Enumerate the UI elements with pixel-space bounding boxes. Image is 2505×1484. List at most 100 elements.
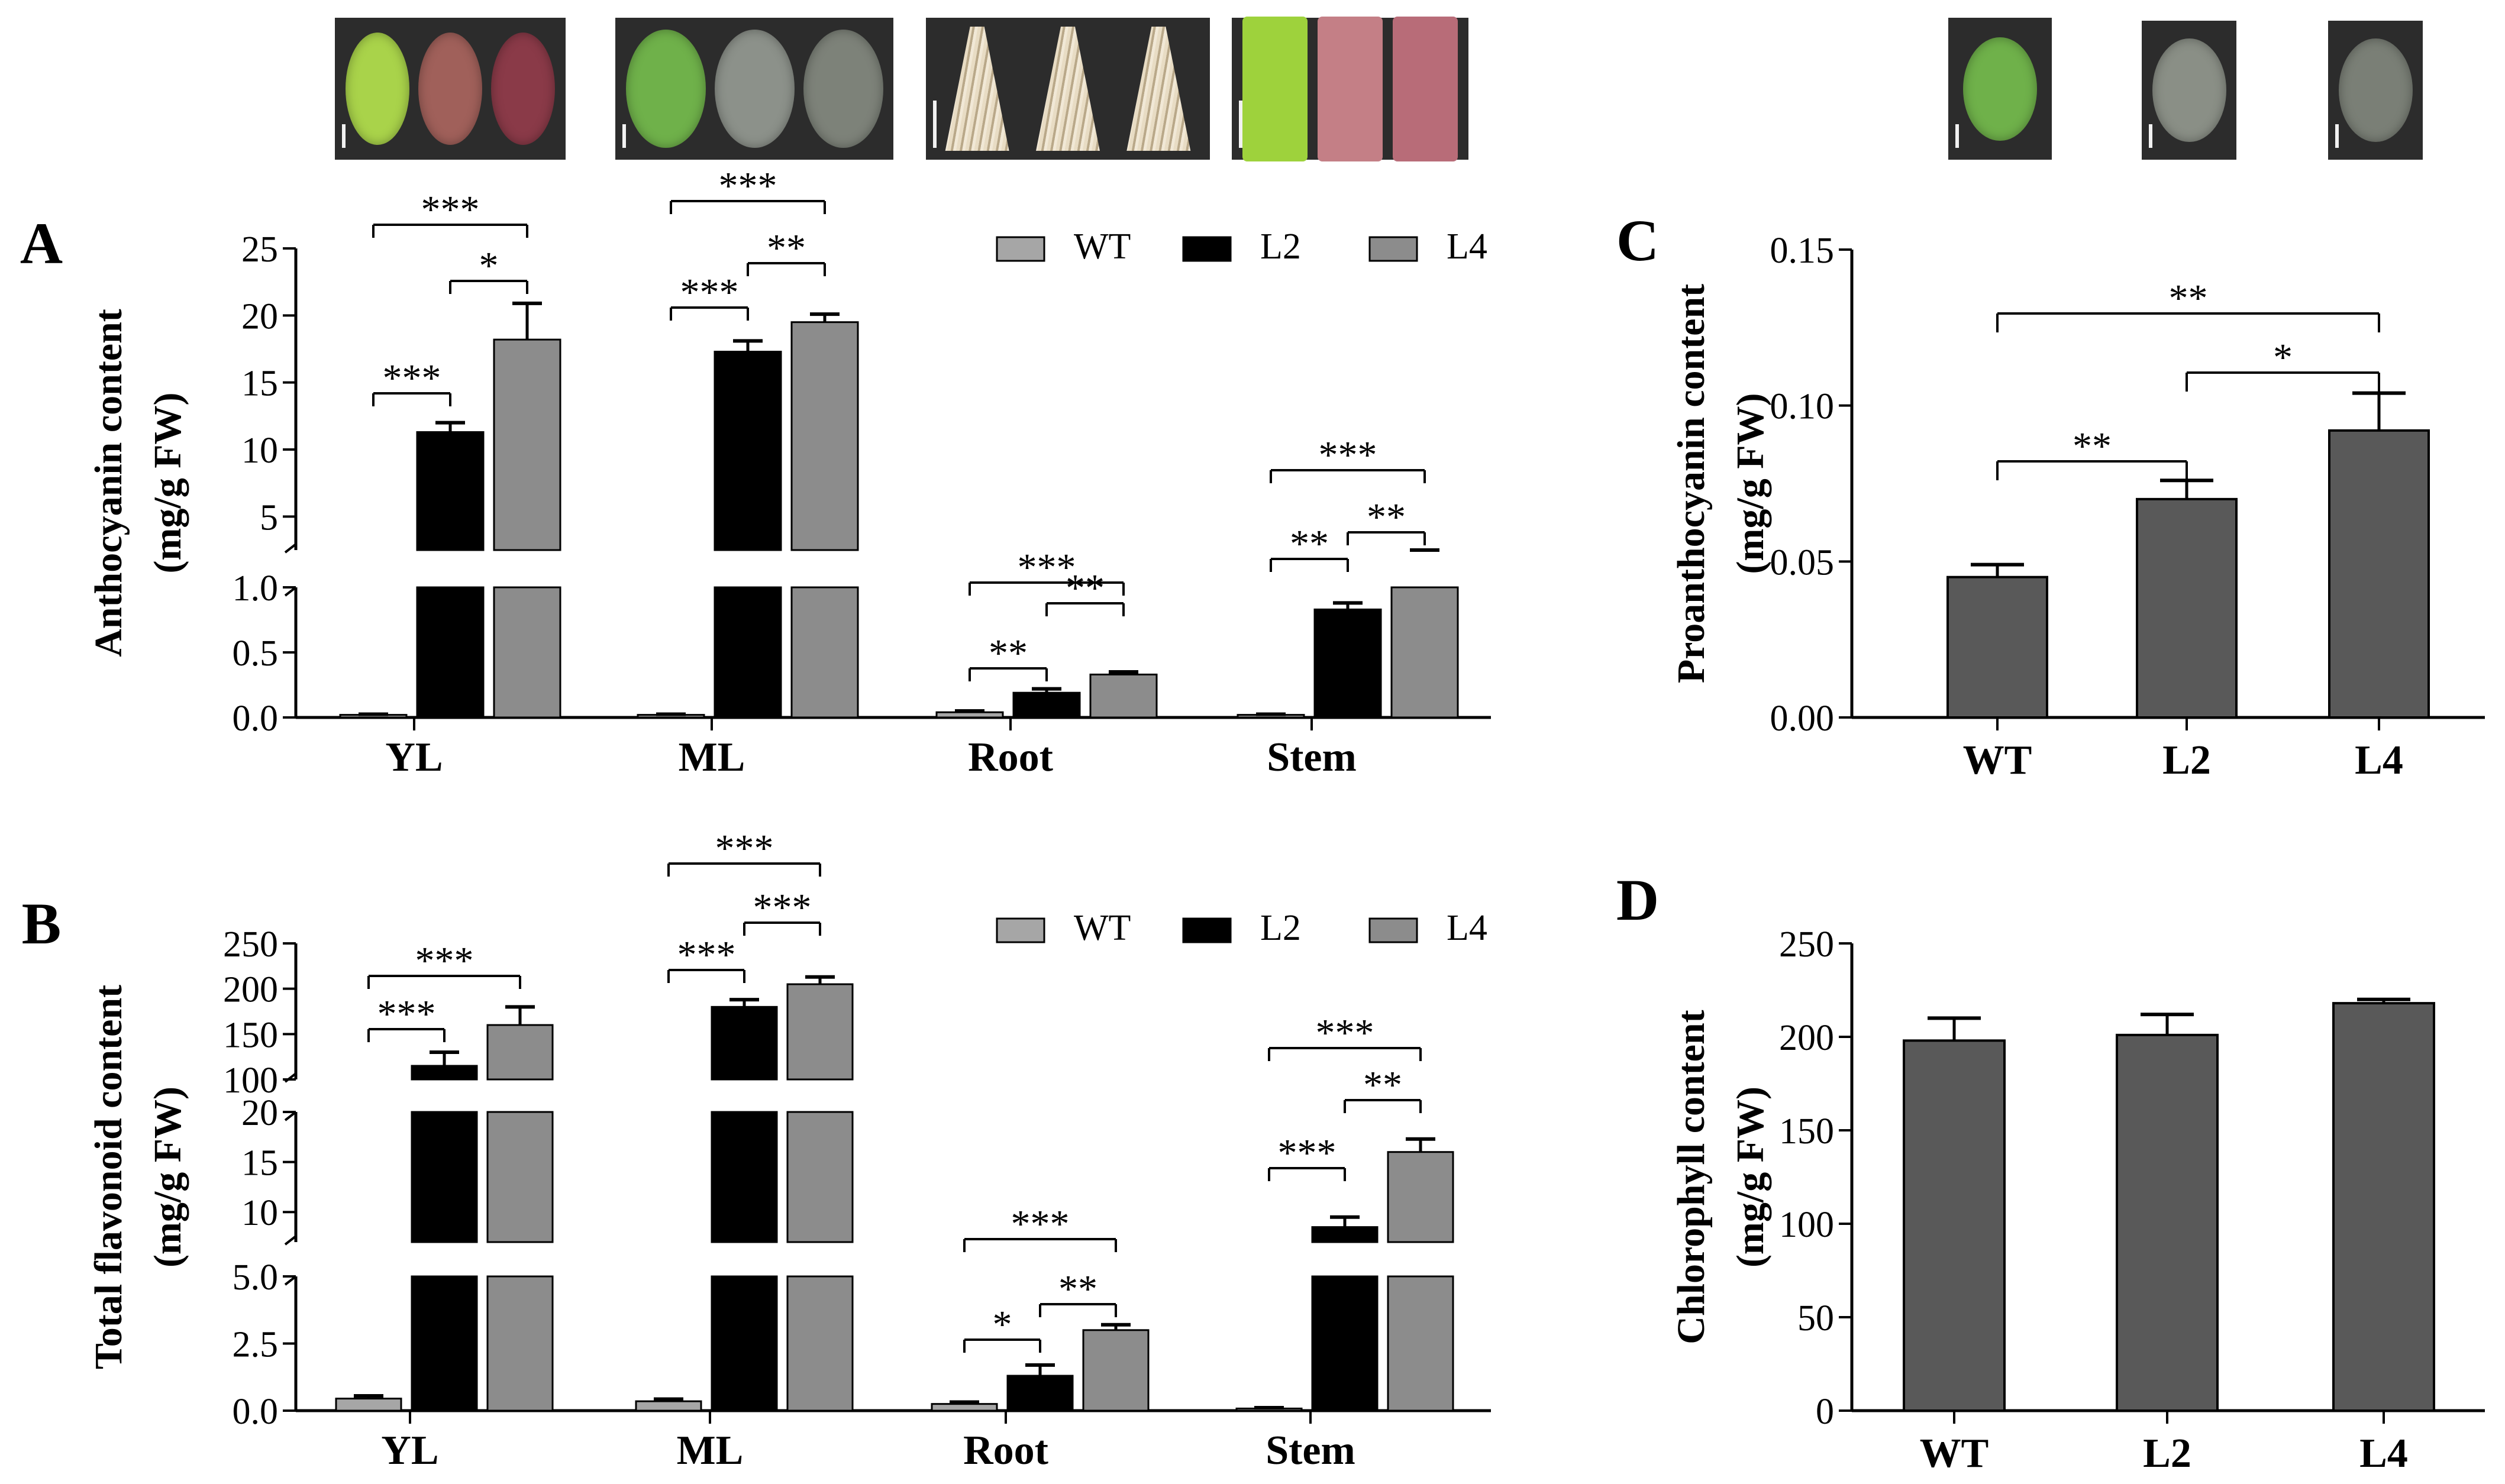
bar-ml-l2-seg2 xyxy=(711,1006,778,1081)
sig-b-7-label: * xyxy=(993,1303,1012,1346)
photo-root xyxy=(926,18,1210,160)
x-label-c-l2: L2 xyxy=(2162,738,2211,783)
panel-letter-a: A xyxy=(20,211,63,276)
bar-d-l4 xyxy=(2332,1002,2435,1412)
bar-root-l4-seg0 xyxy=(1089,673,1158,719)
sig-a-2-label: *** xyxy=(383,357,441,400)
bar-stem-l2-seg0 xyxy=(1313,608,1382,719)
y-tick-label-d-5: 250 xyxy=(1779,924,1834,965)
sample-0 xyxy=(625,30,706,148)
bar-yl-l4-seg0 xyxy=(486,1275,554,1412)
y-tick-label-0-1: 0.5 xyxy=(233,633,279,674)
legend-label-a-l4: L4 xyxy=(1447,227,1487,267)
y-tick-label-d-1: 50 xyxy=(1797,1298,1834,1338)
bar-yl-l4-seg1 xyxy=(486,1111,554,1243)
sig-b-4-label: *** xyxy=(677,933,736,977)
y-tick-label-d-2: 100 xyxy=(1779,1205,1834,1245)
sig-a-11-label: ** xyxy=(1290,522,1329,565)
x-label-root: Root xyxy=(968,735,1053,780)
sig-a-4-label: *** xyxy=(719,164,777,208)
bar-root-l4-seg0 xyxy=(1082,1329,1150,1412)
y-tick-label-0-2: 1.0 xyxy=(233,568,279,609)
bar-stem-l4-seg1 xyxy=(1387,1151,1454,1243)
bar-d-l2 xyxy=(2116,1033,2219,1412)
photo-stem xyxy=(1232,16,1468,161)
bar-ml-l2-seg0 xyxy=(714,586,782,719)
scale-bar xyxy=(1239,101,1242,148)
scale-bar xyxy=(622,124,626,148)
y-tick-label-d-3: 150 xyxy=(1779,1111,1834,1152)
sample-0 xyxy=(2338,38,2413,142)
bar-ml-l4-seg1 xyxy=(786,1111,854,1243)
sample-1 xyxy=(418,33,482,145)
panel-letter-d: D xyxy=(1616,867,1659,933)
bar-root-wt-seg0 xyxy=(931,1403,998,1412)
legend-swatch-a-wt xyxy=(996,236,1045,262)
sample-0 xyxy=(1963,37,2037,141)
bar-stem-l4-seg0 xyxy=(1390,586,1459,719)
bar-yl-l4-seg2 xyxy=(486,1024,554,1081)
sig-a-0-label: * xyxy=(479,244,499,287)
legend-swatch-b-wt xyxy=(996,917,1045,943)
x-label-d-l4: L4 xyxy=(2359,1431,2408,1476)
sig-a-3-label: ** xyxy=(767,227,806,270)
y-tick-label-0-0: 0.0 xyxy=(233,1392,279,1432)
sig-a-1-label: *** xyxy=(421,188,480,231)
sig-b-9-label: *** xyxy=(1316,1011,1374,1055)
bar-stem-l2-seg0 xyxy=(1311,1275,1379,1412)
photo-ml xyxy=(615,18,893,160)
sig-b-8-label: ** xyxy=(1363,1063,1402,1107)
bar-ml-l2-seg1 xyxy=(714,351,782,551)
bar-root-l2-seg0 xyxy=(1006,1375,1074,1412)
ylabel-b: Total flavonoid content xyxy=(87,985,130,1369)
bar-yl-wt-seg0 xyxy=(335,1398,402,1412)
bar-ml-l4-seg2 xyxy=(786,983,854,1081)
y-tick-label-2-3: 250 xyxy=(223,924,278,965)
y-tick-label-1-1: 10 xyxy=(241,431,278,471)
sample-0 xyxy=(1242,16,1308,161)
y-tick-label-c-0: 0.00 xyxy=(1770,699,1835,739)
x-label-ml: ML xyxy=(677,1428,744,1473)
photo-yl xyxy=(335,18,566,160)
legend-swatch-b-l4 xyxy=(1368,917,1418,943)
y-tick-label-1-3: 20 xyxy=(241,296,278,337)
axis-break-1b xyxy=(284,586,297,597)
y-tick-label-1-2: 20 xyxy=(241,1093,278,1133)
bar-yl-l2-seg0 xyxy=(411,1275,478,1412)
bar-yl-l2-seg1 xyxy=(411,1111,478,1243)
x-label-yl: YL xyxy=(381,1428,438,1473)
ylabel-unit-b: (mg/g FW) xyxy=(146,1087,189,1268)
photo-c3 xyxy=(2328,21,2423,160)
y-tick-label-c-3: 0.15 xyxy=(1770,231,1835,271)
sig-b-6-label: *** xyxy=(1011,1202,1070,1246)
scale-bar xyxy=(2335,124,2339,148)
bar-ml-l2-seg0 xyxy=(711,1275,778,1412)
bar-stem-l4-seg0 xyxy=(1387,1275,1454,1412)
legend-swatch-b-l2 xyxy=(1182,917,1232,943)
sig-c-0-label: ** xyxy=(2073,425,2112,468)
sample-0 xyxy=(2152,38,2226,142)
bar-ml-l4-seg1 xyxy=(790,321,859,551)
sig-a-10-label: *** xyxy=(1319,434,1377,477)
scale-bar xyxy=(1955,124,1959,148)
sample-2 xyxy=(491,33,556,145)
y-tick-label-0-2: 5.0 xyxy=(233,1257,279,1298)
x-label-root: Root xyxy=(963,1428,1048,1473)
photo-c xyxy=(1948,18,2052,160)
sig-a-6-label: ** xyxy=(1066,567,1105,610)
sig-c-1-label: * xyxy=(2273,336,2293,379)
y-tick-label-c-2: 0.10 xyxy=(1770,387,1835,427)
bar-yl-l2-seg0 xyxy=(416,586,485,719)
y-tick-label-0-1: 2.5 xyxy=(233,1325,279,1365)
y-tick-label-2-0: 100 xyxy=(223,1061,278,1101)
bar-yl-l2-seg1 xyxy=(416,431,485,551)
bar-c-wt xyxy=(1946,576,2048,719)
y-tick-label-0-0: 0.0 xyxy=(233,699,279,739)
y-tick-label-c-1: 0.05 xyxy=(1770,542,1835,583)
scale-bar xyxy=(342,124,346,148)
scale-bar xyxy=(2149,124,2152,148)
x-label-yl: YL xyxy=(385,735,443,780)
legend-label-b-l4: L4 xyxy=(1447,908,1487,948)
legend-swatch-a-l4 xyxy=(1368,236,1418,262)
sig-a-8-label: ** xyxy=(989,632,1028,675)
